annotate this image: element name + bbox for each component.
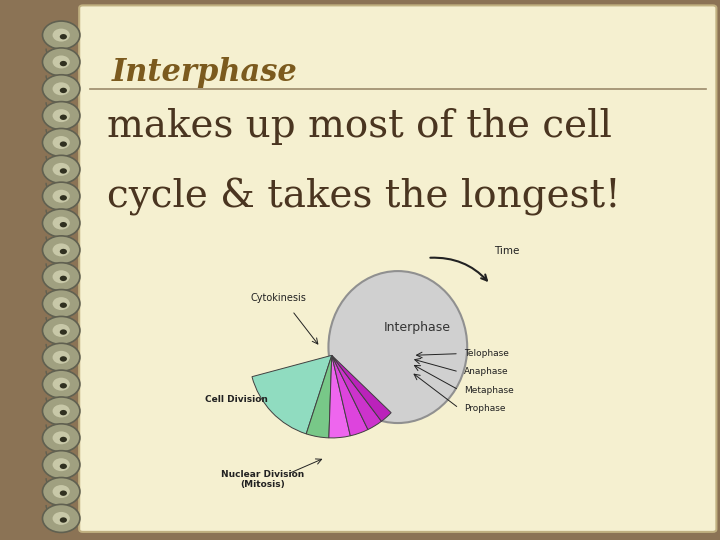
- Circle shape: [53, 136, 70, 149]
- Circle shape: [42, 477, 80, 505]
- Circle shape: [42, 397, 80, 425]
- Text: Cytokinesis: Cytokinesis: [251, 293, 307, 302]
- Circle shape: [42, 129, 80, 157]
- Text: Interphase: Interphase: [112, 57, 297, 87]
- Text: Cell Division: Cell Division: [204, 395, 267, 404]
- Circle shape: [60, 464, 67, 469]
- Circle shape: [42, 75, 80, 103]
- Circle shape: [53, 377, 70, 390]
- Circle shape: [42, 236, 80, 264]
- Circle shape: [42, 156, 80, 184]
- Text: cycle & takes the longest!: cycle & takes the longest!: [107, 178, 620, 216]
- Ellipse shape: [328, 271, 467, 423]
- Wedge shape: [252, 355, 332, 434]
- Circle shape: [53, 217, 70, 230]
- Circle shape: [42, 289, 80, 318]
- Circle shape: [53, 109, 70, 122]
- Circle shape: [60, 87, 67, 93]
- Circle shape: [53, 485, 70, 498]
- Circle shape: [60, 168, 67, 174]
- FancyArrowPatch shape: [431, 258, 487, 280]
- Circle shape: [42, 504, 80, 532]
- Wedge shape: [329, 355, 351, 438]
- Text: makes up most of the cell: makes up most of the cell: [107, 108, 611, 145]
- Circle shape: [53, 404, 70, 417]
- Text: Prophase: Prophase: [464, 404, 505, 413]
- Circle shape: [60, 517, 67, 523]
- Circle shape: [60, 356, 67, 362]
- Circle shape: [60, 437, 67, 442]
- Circle shape: [42, 316, 80, 345]
- Text: Metaphase: Metaphase: [464, 386, 513, 395]
- Circle shape: [42, 21, 80, 49]
- Circle shape: [42, 370, 80, 398]
- FancyBboxPatch shape: [79, 5, 716, 532]
- Circle shape: [60, 383, 67, 388]
- Circle shape: [60, 34, 67, 39]
- Circle shape: [53, 56, 70, 69]
- Circle shape: [53, 270, 70, 283]
- Circle shape: [53, 190, 70, 202]
- Text: Time: Time: [494, 246, 520, 256]
- Circle shape: [60, 275, 67, 281]
- Circle shape: [53, 431, 70, 444]
- Circle shape: [60, 222, 67, 227]
- Circle shape: [60, 61, 67, 66]
- Circle shape: [42, 424, 80, 452]
- Circle shape: [60, 329, 67, 335]
- Text: Interphase: Interphase: [384, 321, 451, 334]
- Circle shape: [53, 351, 70, 364]
- Circle shape: [60, 302, 67, 308]
- Circle shape: [53, 512, 70, 525]
- Circle shape: [60, 195, 67, 200]
- Text: Anaphase: Anaphase: [464, 367, 508, 376]
- Circle shape: [42, 209, 80, 237]
- Circle shape: [60, 249, 67, 254]
- Circle shape: [53, 244, 70, 256]
- Circle shape: [53, 82, 70, 95]
- Circle shape: [42, 182, 80, 210]
- Circle shape: [60, 490, 67, 496]
- Circle shape: [42, 102, 80, 130]
- Circle shape: [53, 324, 70, 337]
- Circle shape: [53, 29, 70, 42]
- Circle shape: [53, 297, 70, 310]
- Circle shape: [60, 410, 67, 415]
- Circle shape: [42, 262, 80, 291]
- Circle shape: [42, 451, 80, 479]
- Wedge shape: [332, 355, 382, 429]
- Circle shape: [53, 458, 70, 471]
- Wedge shape: [332, 355, 368, 436]
- Text: Nuclear Division
(Mitosis): Nuclear Division (Mitosis): [221, 469, 304, 489]
- Circle shape: [53, 163, 70, 176]
- Circle shape: [60, 141, 67, 147]
- Wedge shape: [306, 355, 332, 438]
- Circle shape: [60, 114, 67, 120]
- Circle shape: [42, 343, 80, 372]
- Circle shape: [42, 48, 80, 76]
- Wedge shape: [332, 355, 391, 421]
- Text: Telophase: Telophase: [464, 349, 509, 358]
